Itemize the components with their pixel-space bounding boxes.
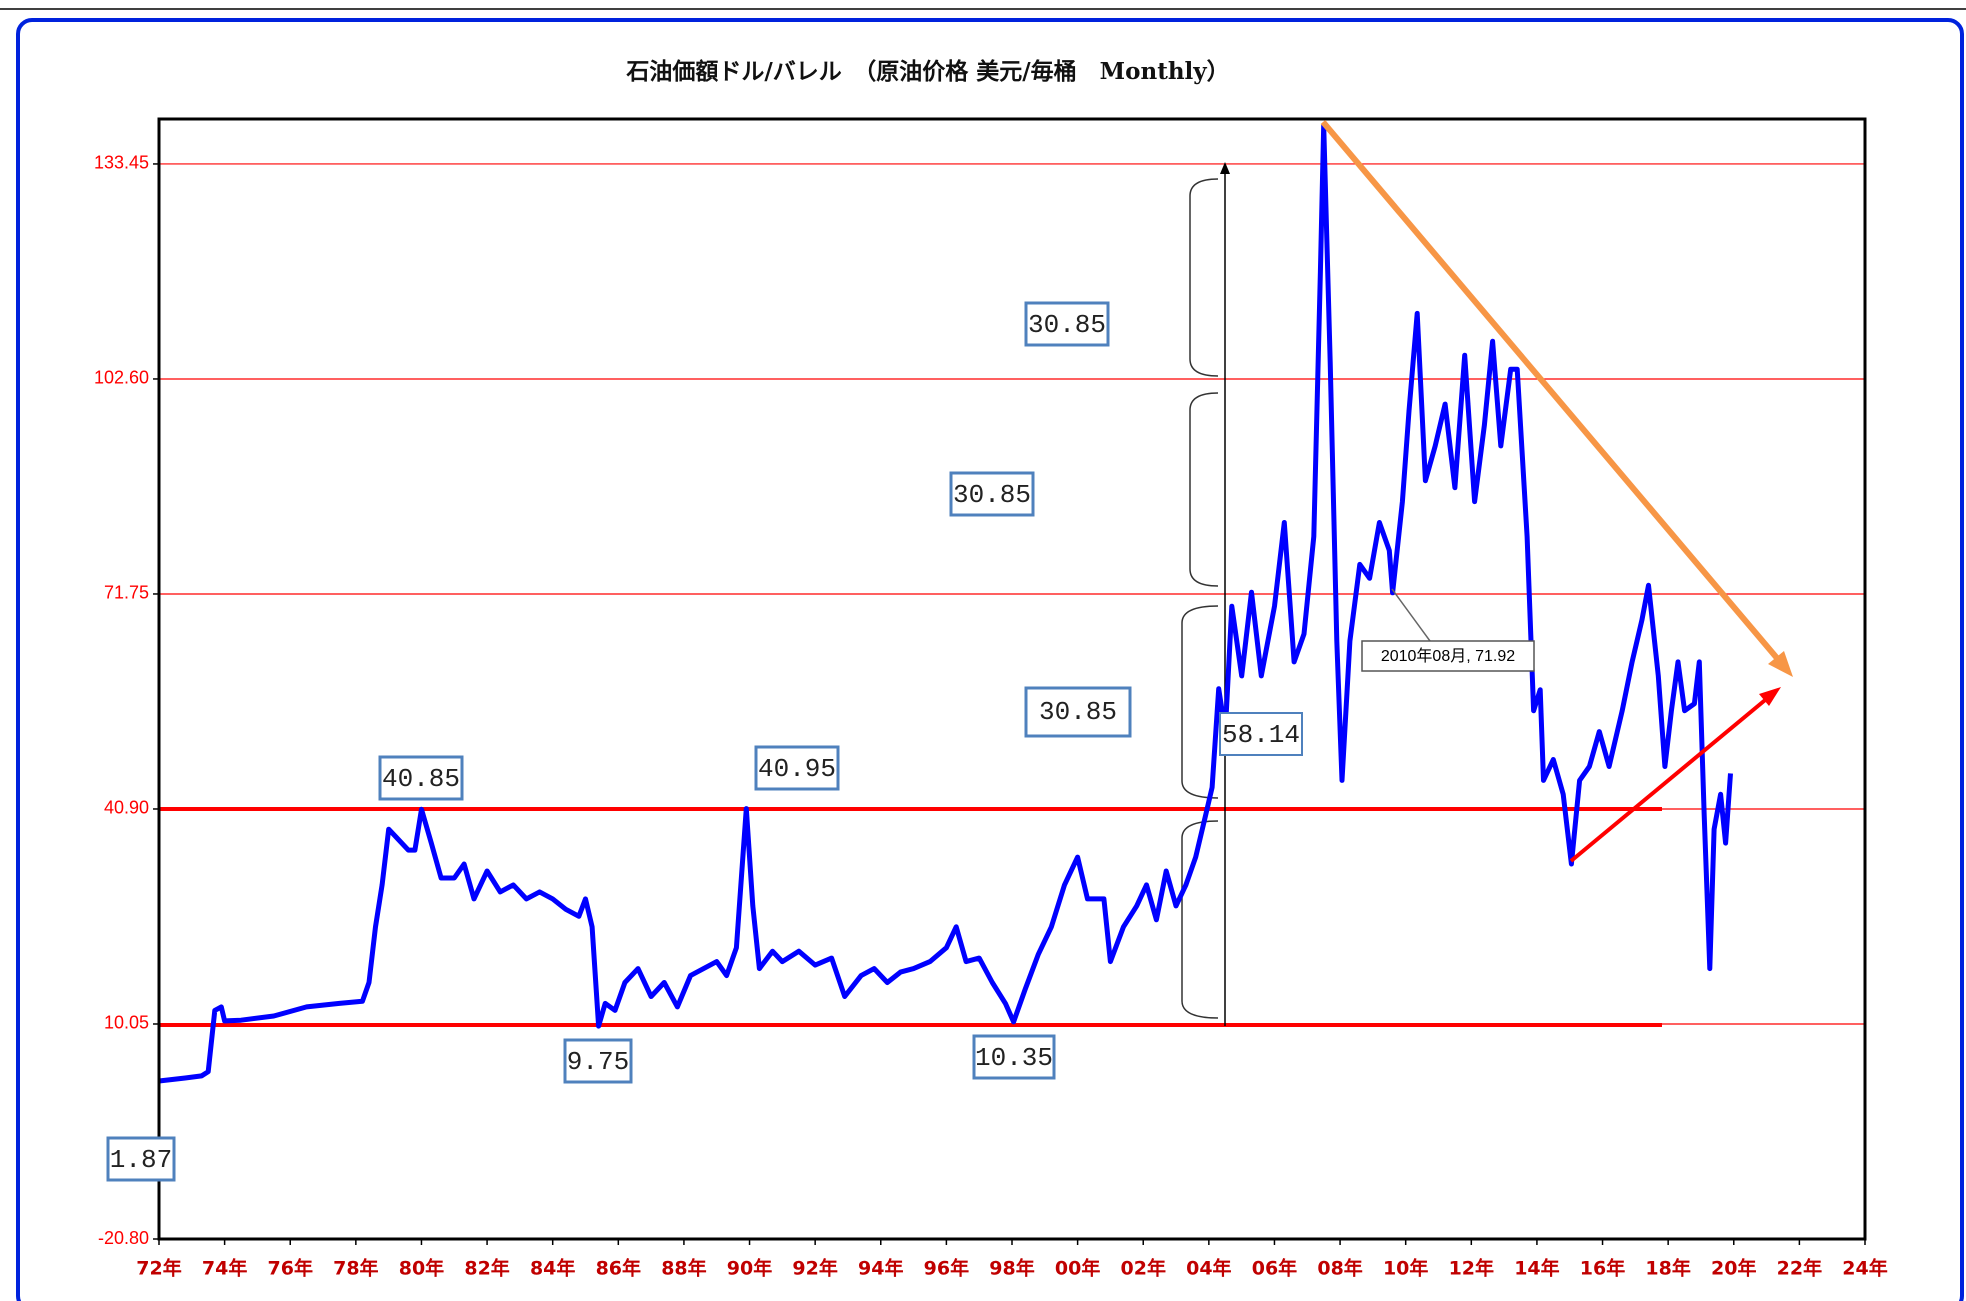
annotation-box [754,745,840,791]
y-tick-label: 133.45 [94,153,149,173]
annotation: 30.85 [953,480,1031,510]
x-tick-label: 20年 [1711,1257,1756,1280]
x-tick-label: 22年 [1777,1257,1822,1280]
x-tick-label: 98年 [989,1257,1034,1280]
x-tick-label: 12年 [1449,1257,1494,1280]
trend-arrow [1569,694,1772,863]
annotation-box [972,1034,1056,1080]
annotation-box [1024,686,1132,738]
x-tick-label: 04年 [1186,1257,1231,1280]
x-tick-label: 96年 [924,1257,969,1280]
x-tick-label: 02年 [1121,1257,1166,1280]
price-line [158,122,1733,1084]
y-tick-label: 102.60 [94,368,149,388]
x-tick-label: 84年 [530,1257,575,1280]
frame [16,18,1964,1301]
annotation: 30.85 [1028,310,1106,340]
x-tick-label: 80年 [399,1257,444,1280]
y-tick-label: 10.05 [104,1013,149,1033]
annotation-box [106,1136,176,1182]
x-tick-label: 90年 [727,1257,772,1280]
trend-arrow [1320,120,1785,666]
x-tick-label: 24年 [1842,1257,1887,1280]
x-tick-label: 72年 [136,1257,181,1280]
annotation: 40.85 [382,764,460,794]
y-tick-label: 40.90 [104,798,149,818]
annotation: 58.14 [1222,720,1300,750]
brace [1189,392,1219,587]
annotation: 1.87 [110,1145,172,1175]
trend-arrowhead [1759,687,1781,706]
x-tick-label: 06年 [1252,1257,1297,1280]
x-tick-label: 08年 [1317,1257,1362,1280]
callout-box [1361,640,1535,672]
chart-title: 石油価額ドル/バレル （原油价格 美元/毎桶 Monthly） [625,58,1229,85]
annotation: 30.85 [1039,697,1117,727]
y-tick-label: -20.80 [98,1228,149,1248]
brace [1181,820,1219,1019]
annotation-box [1024,301,1110,347]
annotation-box [949,471,1035,517]
y-tick-label: 71.75 [104,583,149,603]
x-tick-label: 18年 [1645,1257,1690,1280]
x-tick-label: 14年 [1514,1257,1559,1280]
x-tick-label: 74年 [202,1257,247,1280]
x-tick-label: 10年 [1383,1257,1428,1280]
x-tick-label: 86年 [596,1257,641,1280]
annotation-box [563,1038,633,1084]
callout-leader [1391,588,1431,642]
trend-arrowhead [1768,651,1793,677]
annotation-box [1219,712,1303,756]
annotation: 40.95 [758,754,836,784]
annotation: 10.35 [975,1043,1053,1073]
x-tick-label: 78年 [333,1257,378,1280]
x-tick-label: 16年 [1580,1257,1625,1280]
brace [1189,178,1219,377]
x-tick-label: 82年 [464,1257,509,1280]
measure-arrowhead [1220,162,1230,174]
annotation: 9.75 [567,1047,629,1077]
x-tick-label: 00年 [1055,1257,1100,1280]
x-tick-label: 76年 [268,1257,313,1280]
x-tick-label: 92年 [792,1257,837,1280]
x-tick-label: 88年 [661,1257,706,1280]
callout: 2010年08月, 71.92 [1381,647,1515,665]
annotation-box [378,755,464,801]
brace [1181,605,1219,799]
x-tick-label: 94年 [858,1257,903,1280]
